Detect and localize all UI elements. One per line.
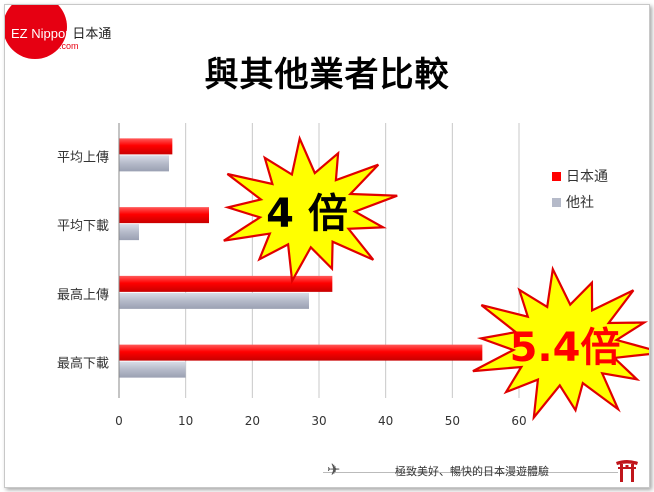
footer-tagline: 極致美好、暢快的日本漫遊體驗 <box>395 465 549 478</box>
torii-gate-icon <box>616 460 638 482</box>
x-tick-label: 0 <box>115 414 123 428</box>
bar-ours <box>119 138 173 155</box>
x-tick-label: 30 <box>311 414 326 428</box>
brand-name-jp: 日本通 <box>72 26 112 41</box>
x-tick-label: 50 <box>445 414 460 428</box>
x-tick-label: 60 <box>511 414 526 428</box>
starburst-label: 4 倍 <box>266 191 348 237</box>
x-tick-label: 40 <box>378 414 393 428</box>
y-category-label: 平均下載 <box>57 219 109 234</box>
slide: EZ Nippon日本通 .com 與其他業者比較 0 10 20 30 40 50 60 平… <box>4 4 650 488</box>
x-tick-label: 20 <box>245 414 260 428</box>
y-category-label: 最高上傳 <box>57 287 109 303</box>
page-title: 與其他業者比較 <box>204 55 450 95</box>
bar-others <box>119 292 309 309</box>
starburst-annotation <box>223 134 398 285</box>
y-category-label: 最高下載 <box>57 356 109 372</box>
starburst-label: 5.4倍 <box>510 325 621 371</box>
brand-domain: .com <box>59 41 79 51</box>
legend-swatch <box>552 198 561 207</box>
bar-others <box>119 224 139 241</box>
bar-ours <box>119 275 333 292</box>
brand-name: EZ Nippon <box>11 26 73 41</box>
bar-others <box>119 361 186 378</box>
brand-logo: EZ Nippon日本通 <box>11 23 111 42</box>
bar-ours <box>119 344 483 361</box>
legend-label: 日本通 <box>566 169 608 185</box>
brand-logo-circle <box>5 5 67 59</box>
y-category-label: 平均上傳 <box>57 150 109 165</box>
airplane-icon: ✈ <box>327 460 341 479</box>
legend-swatch <box>552 172 561 181</box>
x-tick-label: 10 <box>178 414 193 428</box>
bar-others <box>119 155 169 172</box>
starburst-annotation <box>472 265 649 422</box>
footer-divider <box>323 472 618 473</box>
bar-ours <box>119 207 209 224</box>
legend-label: 他社 <box>566 195 594 211</box>
